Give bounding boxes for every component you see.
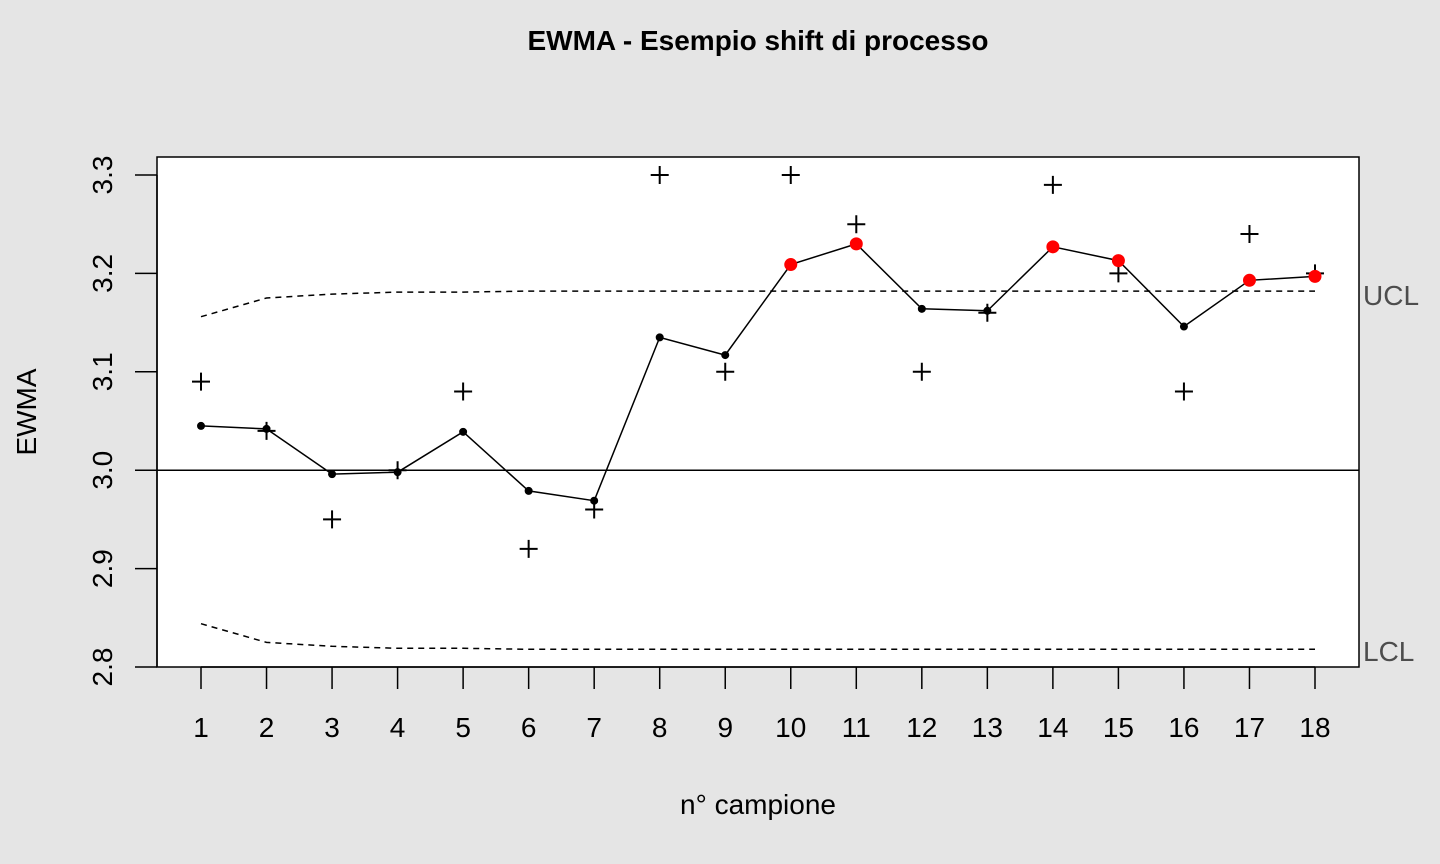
ewma-point-out-of-control <box>849 237 863 251</box>
sample-plus-marker <box>1109 264 1128 283</box>
x-tick-label: 4 <box>390 712 406 743</box>
x-tick-label: 1 <box>193 712 209 743</box>
y-tick-label: 3.3 <box>87 156 118 195</box>
ewma-point <box>197 421 205 430</box>
x-axis-label: n° campione <box>680 789 836 820</box>
ewma-point <box>328 470 337 479</box>
ewma-point <box>1179 322 1188 331</box>
x-tick-label: 11 <box>842 712 871 743</box>
x-tick-label: 6 <box>521 712 537 743</box>
ewma-point <box>917 304 926 313</box>
x-tick-label: 2 <box>259 712 275 743</box>
x-tick-label: 18 <box>1299 712 1330 743</box>
sample-plus-marker <box>847 215 866 234</box>
x-tick-label: 12 <box>906 712 937 743</box>
ewma-point <box>590 496 599 505</box>
sample-plus-marker <box>1043 175 1062 194</box>
x-tick-label: 5 <box>455 712 471 743</box>
plot-layer <box>157 166 1359 651</box>
y-tick-label: 2.9 <box>87 549 118 588</box>
y-tick-label: 3.2 <box>87 254 118 293</box>
ewma-line <box>200 243 1316 502</box>
ewma-point <box>262 424 271 433</box>
x-tick-label: 16 <box>1168 712 1199 743</box>
lcl-label: LCL <box>1363 636 1414 667</box>
sample-plus-marker <box>519 539 538 558</box>
sample-plus-marker <box>192 372 210 391</box>
ewma-point-out-of-control <box>784 258 798 272</box>
sample-plus-marker <box>454 382 473 401</box>
ewma-point <box>983 306 992 315</box>
x-tick-label: 17 <box>1234 712 1265 743</box>
y-tick-label: 2.8 <box>87 648 118 687</box>
ucl-line <box>200 290 1315 318</box>
sample-plus-marker <box>1174 382 1193 401</box>
sample-plus-marker <box>1240 225 1259 244</box>
sample-plus-marker <box>650 166 669 184</box>
y-tick-label: 3.0 <box>87 451 118 490</box>
y-axis-label: EWMA <box>11 368 42 455</box>
ewma-point-out-of-control <box>1242 273 1256 287</box>
sample-plus-marker <box>912 362 931 381</box>
ewma-point-out-of-control <box>1308 269 1322 283</box>
ucl-label: UCL <box>1363 280 1419 311</box>
y-tick-label: 3.1 <box>87 352 118 391</box>
x-tick-label: 3 <box>324 712 340 743</box>
ewma-point-out-of-control <box>1111 254 1125 268</box>
ewma-point <box>459 427 468 436</box>
sample-plus-marker <box>781 166 800 184</box>
ewma-point <box>721 351 730 360</box>
x-tick-label: 9 <box>717 712 733 743</box>
sample-plus-marker <box>323 510 342 529</box>
x-tick-label: 13 <box>972 712 1003 743</box>
x-tick-label: 14 <box>1037 712 1068 743</box>
x-tick-label: 15 <box>1103 712 1134 743</box>
ewma-point <box>393 468 402 477</box>
x-tick-label: 8 <box>652 712 668 743</box>
x-tick-label: 10 <box>775 712 806 743</box>
ewma-point-out-of-control <box>1046 240 1060 254</box>
sample-plus-marker <box>716 362 735 381</box>
chart-title: EWMA - Esempio shift di processo <box>527 25 988 56</box>
lcl-line <box>200 622 1315 651</box>
ewma-point <box>655 333 664 342</box>
x-tick-label: 7 <box>586 712 602 743</box>
ewma-point <box>524 486 533 495</box>
plot-area <box>157 157 1359 667</box>
